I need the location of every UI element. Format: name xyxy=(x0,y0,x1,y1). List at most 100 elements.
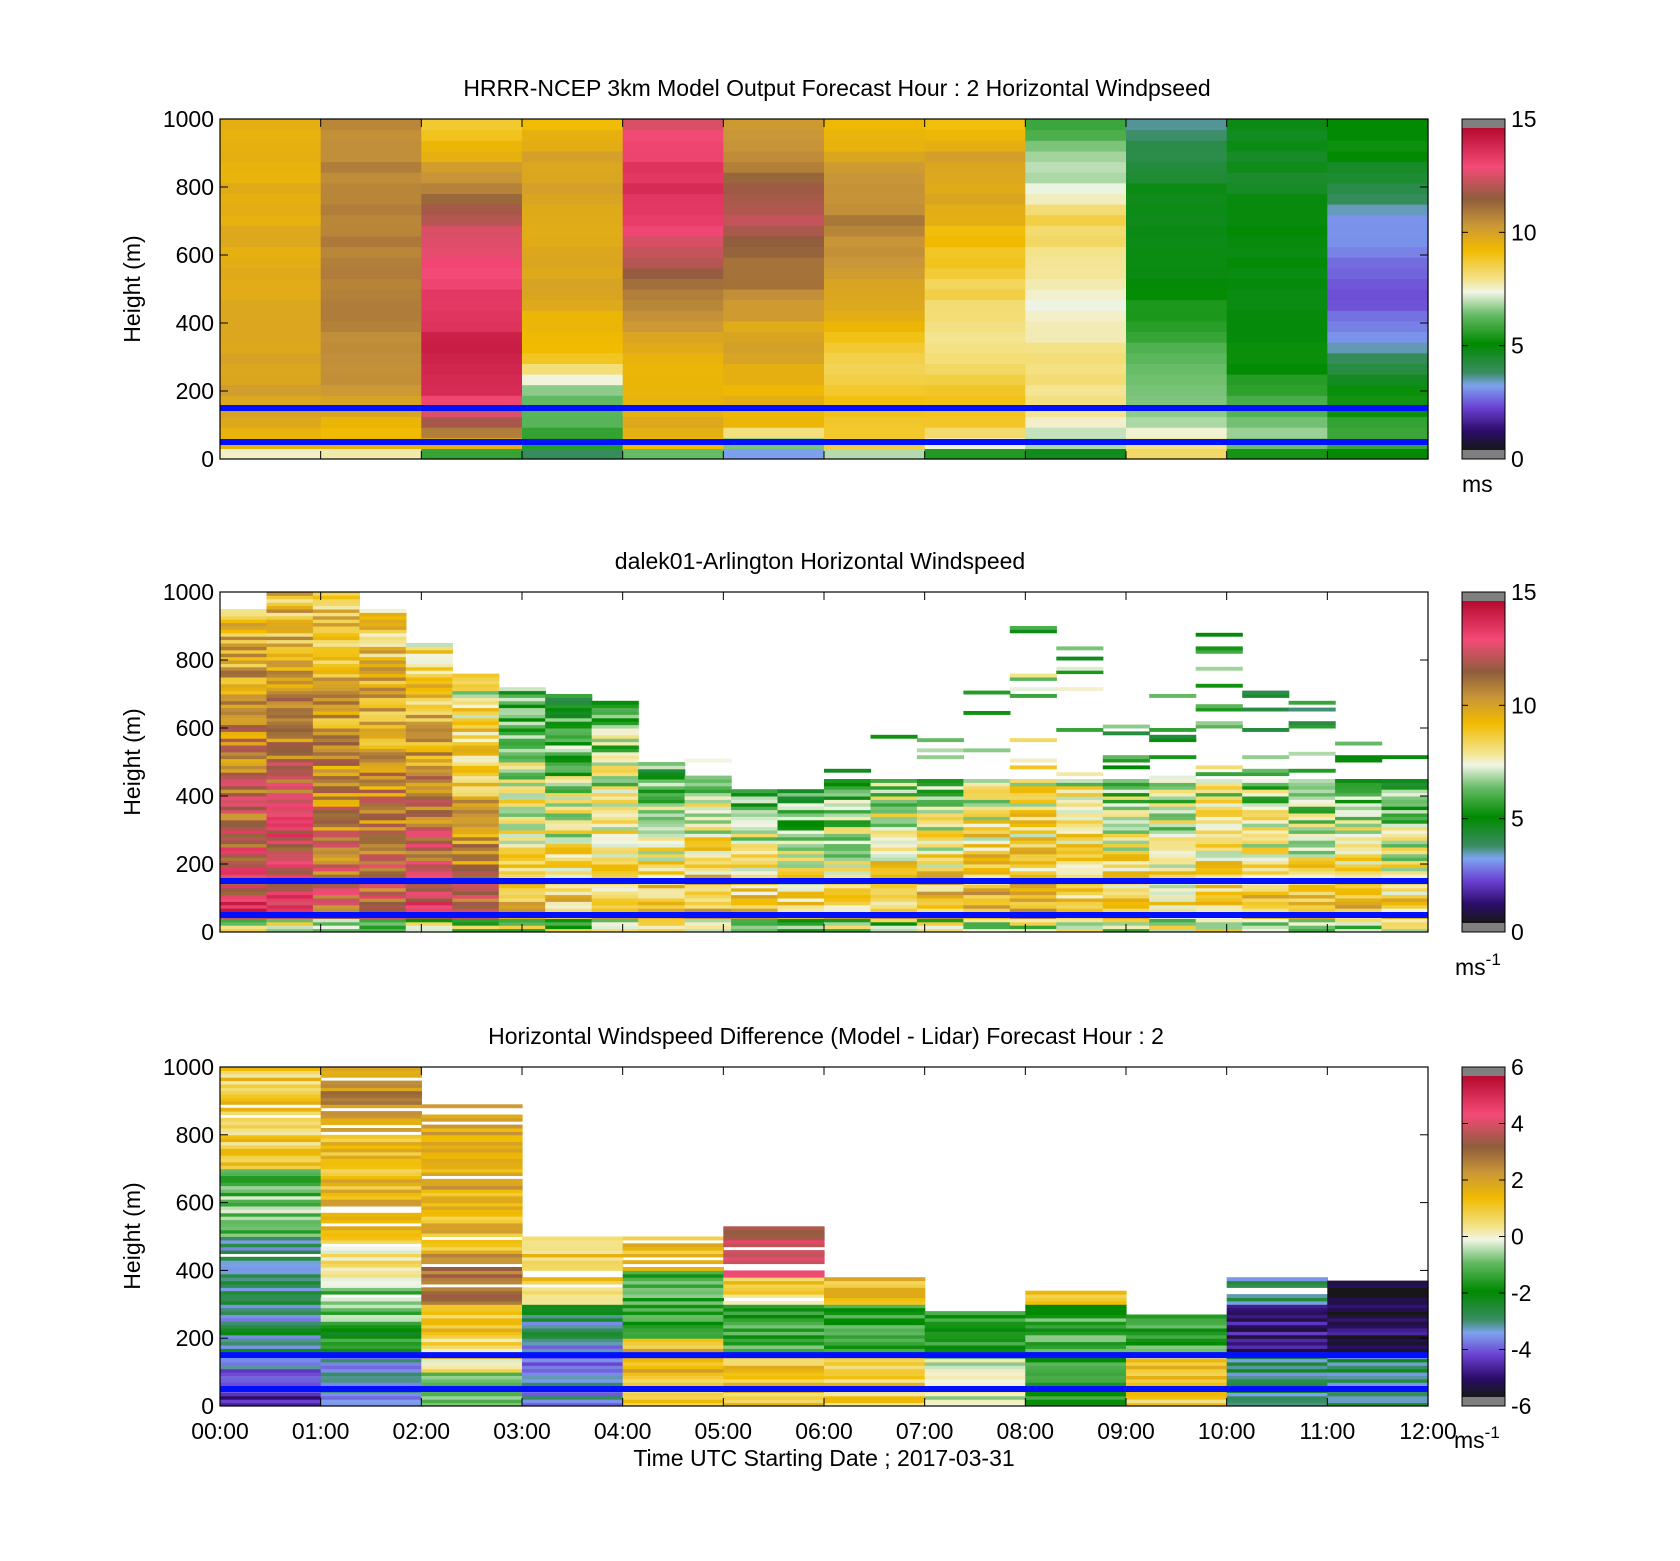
model-heatmap-cell xyxy=(723,448,825,460)
lidar-heatmap-cell xyxy=(824,785,872,790)
lidar-heatmap-cell xyxy=(266,836,314,841)
lidar-heatmap-cell xyxy=(1056,687,1104,692)
lidar-heatmap-cell xyxy=(638,857,686,862)
model-heatmap-cell xyxy=(924,448,1026,460)
lidar-heatmap-cell xyxy=(312,918,360,923)
model-heatmap-cell xyxy=(1025,342,1127,354)
lidar-heatmap-cell xyxy=(452,860,500,865)
lidar-heatmap-cell xyxy=(312,887,360,892)
colorbar-tick-label: 10 xyxy=(1511,219,1537,245)
lidar-heatmap-cell xyxy=(545,728,593,732)
lidar-heatmap-cell xyxy=(220,666,268,671)
lidar-heatmap-cell xyxy=(1335,860,1383,865)
lidar-heatmap-cell xyxy=(266,622,314,627)
difference-heatmap-cell xyxy=(1226,1358,1328,1363)
colorbar-tick-label: 15 xyxy=(1511,106,1537,132)
difference-heatmap-cell xyxy=(320,1290,422,1295)
lidar-heatmap-cell xyxy=(1195,666,1243,671)
lidar-heatmap-cell xyxy=(498,745,546,749)
lidar-heatmap-cell xyxy=(777,792,825,797)
lidar-heatmap-cell xyxy=(220,762,268,766)
difference-heatmap-cell xyxy=(220,1226,322,1231)
difference-heatmap-cell xyxy=(1327,1331,1429,1336)
x-tick-label: 04:00 xyxy=(594,1418,652,1444)
lidar-heatmap-cell xyxy=(591,864,639,868)
lidar-heatmap-cell xyxy=(684,898,732,902)
model-heatmap-cell xyxy=(824,374,926,386)
difference-heatmap-cell xyxy=(320,1314,422,1319)
lidar-heatmap-cell xyxy=(545,847,593,851)
lidar-heatmap-cell xyxy=(870,921,918,926)
lidar-heatmap-cell xyxy=(684,840,732,845)
lidar-heatmap-cell xyxy=(591,768,639,773)
lidar-heatmap-cell xyxy=(916,836,964,841)
lidar-heatmap-cell xyxy=(405,925,453,930)
lidar-heatmap-cell xyxy=(312,643,360,647)
lidar-heatmap-cell xyxy=(266,666,314,671)
lidar-heatmap-cell xyxy=(1149,734,1197,739)
lidar-heatmap-cell xyxy=(1381,796,1429,800)
lidar-heatmap-cell xyxy=(591,802,639,807)
lidar-heatmap-cell xyxy=(359,728,407,732)
difference-heatmap-cell xyxy=(522,1236,624,1241)
difference-heatmap-cell xyxy=(723,1314,825,1319)
difference-heatmap-cell xyxy=(1025,1345,1127,1349)
lidar-heatmap-cell xyxy=(1335,870,1383,875)
lidar-heatmap-cell xyxy=(916,738,964,743)
difference-heatmap-cell xyxy=(1226,1338,1328,1343)
lidar-heatmap-cell xyxy=(359,626,407,630)
lidar-heatmap-cell xyxy=(1242,785,1290,790)
lidar-heatmap-cell xyxy=(498,789,546,794)
lidar-heatmap-cell xyxy=(266,714,314,719)
model-heatmap-cell xyxy=(1226,129,1328,141)
lidar-heatmap-cell xyxy=(638,870,686,875)
lidar-heatmap-cell xyxy=(312,629,360,634)
lidar-heatmap-cell xyxy=(545,894,593,899)
lidar-heatmap-cell xyxy=(1009,918,1057,923)
colorbar-tick-label: 2 xyxy=(1511,1167,1524,1193)
lidar-heatmap-cell xyxy=(1288,819,1336,824)
lidar-heatmap-cell xyxy=(1288,887,1336,892)
lidar-heatmap-cell xyxy=(1288,884,1336,889)
model-heatmap-cell xyxy=(522,235,624,248)
model-heatmap-cell xyxy=(622,140,724,152)
lidar-heatmap-cell xyxy=(1102,819,1150,824)
lidar-heatmap-cell xyxy=(916,789,964,794)
lidar-heatmap-cell xyxy=(405,687,453,692)
lidar-heatmap-cell xyxy=(405,714,453,719)
difference-heatmap-cell xyxy=(320,1287,422,1292)
difference-heatmap-cell xyxy=(723,1402,825,1407)
difference-heatmap-cell xyxy=(1025,1348,1127,1353)
lidar-heatmap-cell xyxy=(1288,823,1336,828)
lidar-heatmap-cell xyxy=(220,649,268,654)
model-heatmap-cell xyxy=(522,119,624,131)
difference-heatmap-cell xyxy=(421,1358,523,1363)
lidar-heatmap-cell xyxy=(591,792,639,797)
difference-heatmap-cell xyxy=(220,1300,322,1305)
difference-heatmap-cell xyxy=(924,1331,1026,1336)
lidar-heatmap-cell xyxy=(591,785,639,790)
difference-heatmap-cell xyxy=(1126,1392,1228,1397)
difference-heatmap-cell xyxy=(522,1314,624,1319)
lidar-heatmap-cell xyxy=(405,738,453,743)
lidar-heatmap-cell xyxy=(405,823,453,828)
difference-heatmap-cell xyxy=(320,1267,422,1271)
lidar-heatmap-cell xyxy=(359,789,407,794)
difference-heatmap-cell xyxy=(723,1311,825,1315)
difference-heatmap-cell xyxy=(421,1304,523,1309)
lidar-heatmap-cell xyxy=(359,928,407,933)
model-heatmap-cell xyxy=(421,119,523,131)
difference-heatmap-cell xyxy=(1025,1321,1127,1326)
lidar-heatmap-cell xyxy=(1335,904,1383,909)
model-heatmap-cell xyxy=(1025,320,1127,333)
difference-heatmap-cell xyxy=(1327,1358,1429,1363)
lidar-heatmap-cell xyxy=(1288,891,1336,896)
difference-heatmap-cell xyxy=(220,1161,322,1166)
difference-heatmap-cell xyxy=(220,1138,322,1143)
lidar-heatmap-cell xyxy=(684,823,732,828)
lidar-heatmap-cell xyxy=(1102,809,1150,814)
lidar-heatmap-cell xyxy=(266,772,314,777)
lidar-heatmap-cell xyxy=(359,768,407,773)
model-heatmap-cell xyxy=(1327,257,1429,269)
difference-heatmap-cell xyxy=(522,1395,624,1400)
